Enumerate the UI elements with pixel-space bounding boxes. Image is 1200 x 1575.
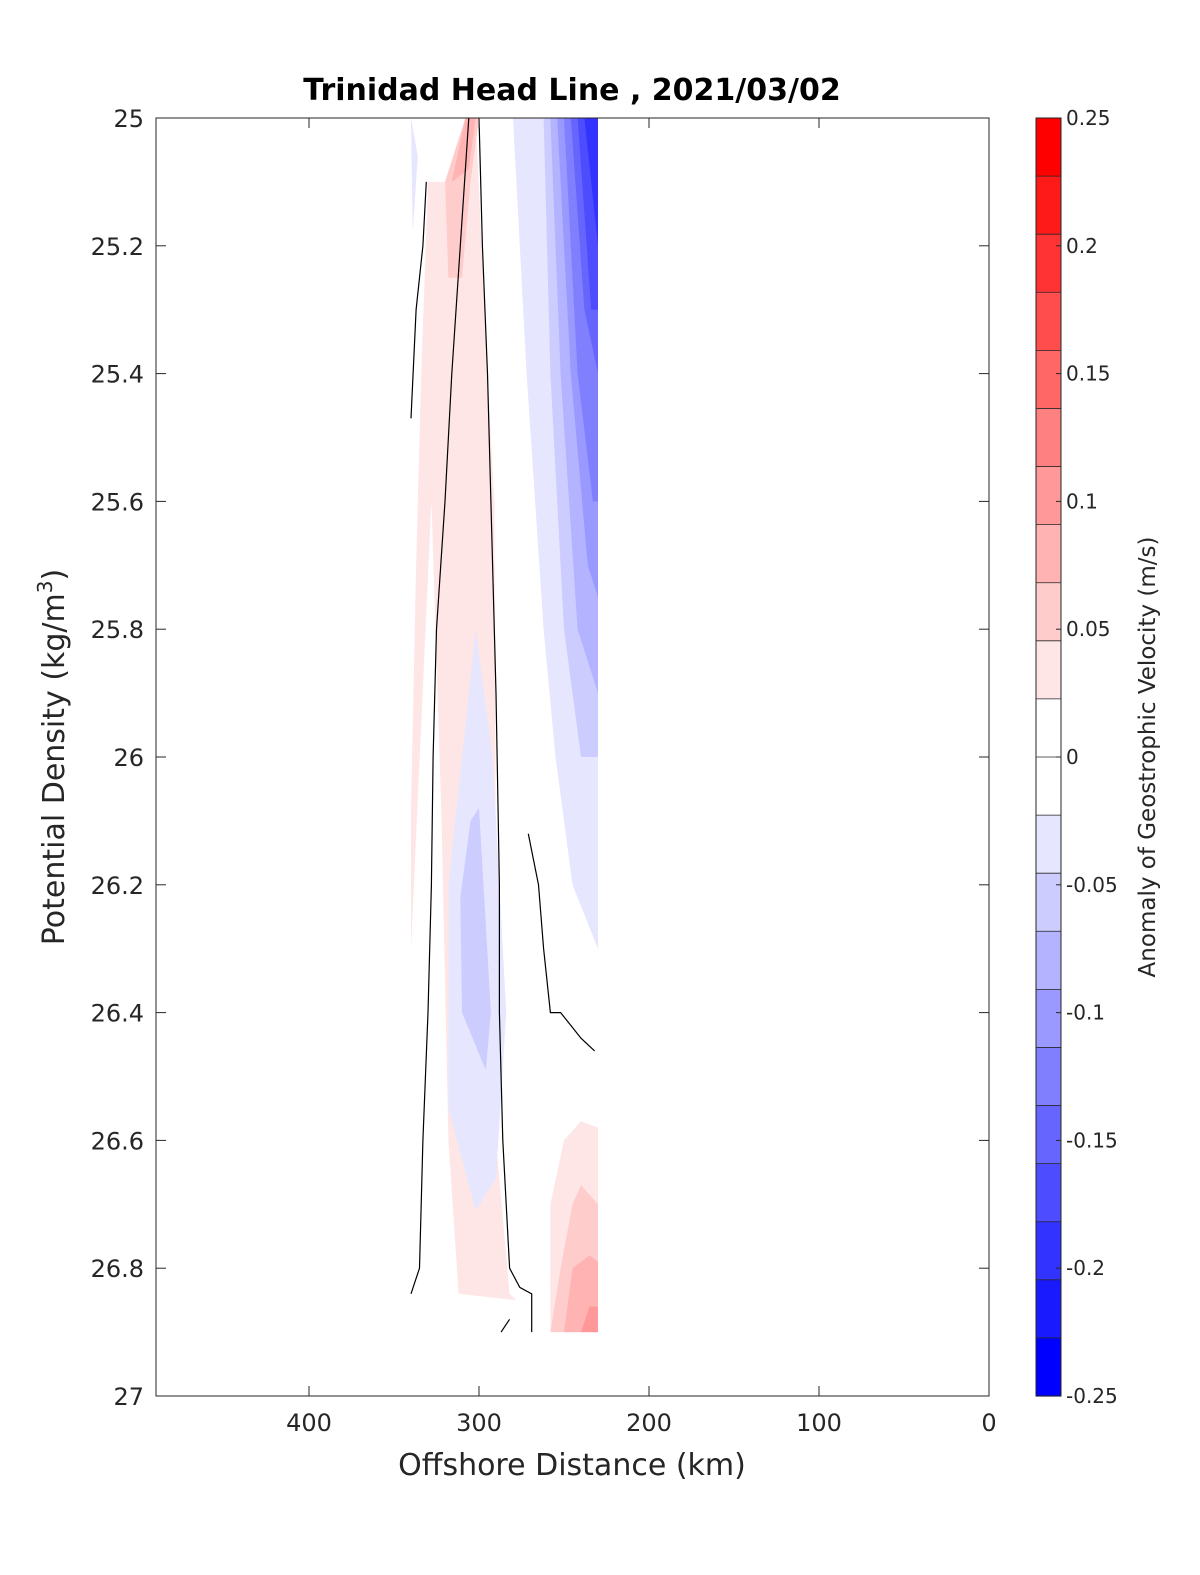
y-tick-label: 25.4 bbox=[91, 361, 144, 389]
x-tick-label: 300 bbox=[456, 1409, 502, 1437]
y-axis-label-superscript: 3 bbox=[33, 580, 57, 593]
y-tick-label: 25.6 bbox=[91, 488, 144, 516]
y-tick-label: 26.4 bbox=[91, 1000, 144, 1028]
colorbar-band-1 bbox=[1036, 176, 1061, 235]
y-tick-label: 26.2 bbox=[91, 872, 144, 900]
colorbar-band-16 bbox=[1036, 1047, 1061, 1107]
colorbar-band-18 bbox=[1036, 1163, 1061, 1223]
contour-region-18 bbox=[411, 118, 418, 233]
colorbar-tick-label: 0.1 bbox=[1066, 489, 1098, 513]
x-tick-label: 0 bbox=[981, 1409, 996, 1437]
x-tick-label: 400 bbox=[286, 1409, 332, 1437]
colorbar-band-8 bbox=[1036, 582, 1061, 642]
contour-region-17 bbox=[460, 808, 491, 1071]
colorbar-band-7 bbox=[1036, 524, 1061, 584]
colorbar-band-10 bbox=[1036, 698, 1061, 758]
colorbar-band-5 bbox=[1036, 408, 1061, 468]
y-tick-label: 26.6 bbox=[91, 1127, 144, 1155]
zero-contour-line-2 bbox=[410, 117, 470, 1294]
colorbar-tick-label: -0.2 bbox=[1066, 1256, 1105, 1280]
colorbar-label: Anomaly of Geostrophic Velocity (m/s) bbox=[1135, 537, 1161, 978]
contour-region-15 bbox=[584, 118, 598, 246]
contour-fills bbox=[411, 118, 598, 1333]
colorbar-tick-label: -0.15 bbox=[1066, 1128, 1118, 1152]
colorbar-band-12 bbox=[1036, 815, 1061, 874]
chart-title: Trinidad Head Line , 2021/03/02 bbox=[303, 73, 840, 108]
x-axis: 400 300 200 100 0 bbox=[286, 118, 997, 1437]
colorbar-band-21 bbox=[1036, 1337, 1061, 1397]
x-tick-label: 200 bbox=[626, 1409, 672, 1437]
y-tick-label: 27 bbox=[113, 1383, 144, 1411]
zero-contour-line-1 bbox=[478, 117, 533, 1333]
colorbar-tick-label: -0.05 bbox=[1066, 873, 1118, 897]
colorbar-band-20 bbox=[1036, 1279, 1061, 1339]
y-axis-label: Potential Density (kg/m3) bbox=[33, 569, 72, 945]
contour-region-3 bbox=[451, 118, 476, 182]
contour-region-2 bbox=[445, 118, 479, 278]
y-tick-label: 26.8 bbox=[91, 1255, 144, 1283]
colorbar: 0.25 0.2 0.15 0.1 0.05 0 -0.05 -0.1 -0.15 -0.2 -0.… bbox=[1035, 106, 1118, 1408]
zero-contour-line-0 bbox=[410, 181, 427, 419]
colorbar-band-13 bbox=[1036, 873, 1061, 932]
y-tick-label: 25.2 bbox=[91, 233, 144, 261]
y-tick-label: 26 bbox=[113, 744, 144, 772]
x-axis-label: Offshore Distance (km) bbox=[398, 1448, 746, 1483]
colorbar-band-6 bbox=[1036, 466, 1061, 526]
zero-contour-line-4 bbox=[500, 1318, 511, 1333]
colorbar-tick-label: 0.05 bbox=[1066, 617, 1111, 641]
colorbar-band-11 bbox=[1036, 757, 1061, 816]
y-tick-label: 25.8 bbox=[91, 616, 144, 644]
colorbar-tick-label: -0.1 bbox=[1066, 1001, 1105, 1025]
colorbar-band-4 bbox=[1036, 350, 1061, 410]
colorbar-band-17 bbox=[1036, 1105, 1061, 1165]
colorbar-band-14 bbox=[1036, 931, 1061, 990]
colorbar-band-9 bbox=[1036, 640, 1061, 700]
colorbar-band-3 bbox=[1036, 292, 1061, 351]
colorbar-tick-label: 0.25 bbox=[1066, 106, 1111, 130]
colorbar-tick-label: 0 bbox=[1066, 745, 1079, 769]
contour-region-7 bbox=[581, 1306, 598, 1333]
colorbar-band-19 bbox=[1036, 1221, 1061, 1281]
y-tick-label: 25 bbox=[113, 105, 144, 133]
zero-contour-line-3 bbox=[527, 833, 596, 1052]
colorbar-tick-label: -0.25 bbox=[1066, 1384, 1118, 1408]
y-axis: 25 25.2 25.4 25.6 25.8 26 26.2 26.4 26.6 26.8 27 bbox=[91, 105, 989, 1411]
y-axis-label-text: Potential Density (kg/m bbox=[37, 593, 72, 945]
colorbar-tick-label: 0.2 bbox=[1066, 234, 1098, 258]
zero-contour-lines bbox=[410, 117, 596, 1333]
colorbar-band-0 bbox=[1036, 118, 1061, 177]
colorbar-tick-label: 0.15 bbox=[1066, 362, 1111, 386]
y-axis-label-close: ) bbox=[37, 569, 72, 581]
colorbar-band-2 bbox=[1036, 234, 1061, 293]
x-tick-label: 100 bbox=[796, 1409, 842, 1437]
colorbar-band-15 bbox=[1036, 989, 1061, 1049]
